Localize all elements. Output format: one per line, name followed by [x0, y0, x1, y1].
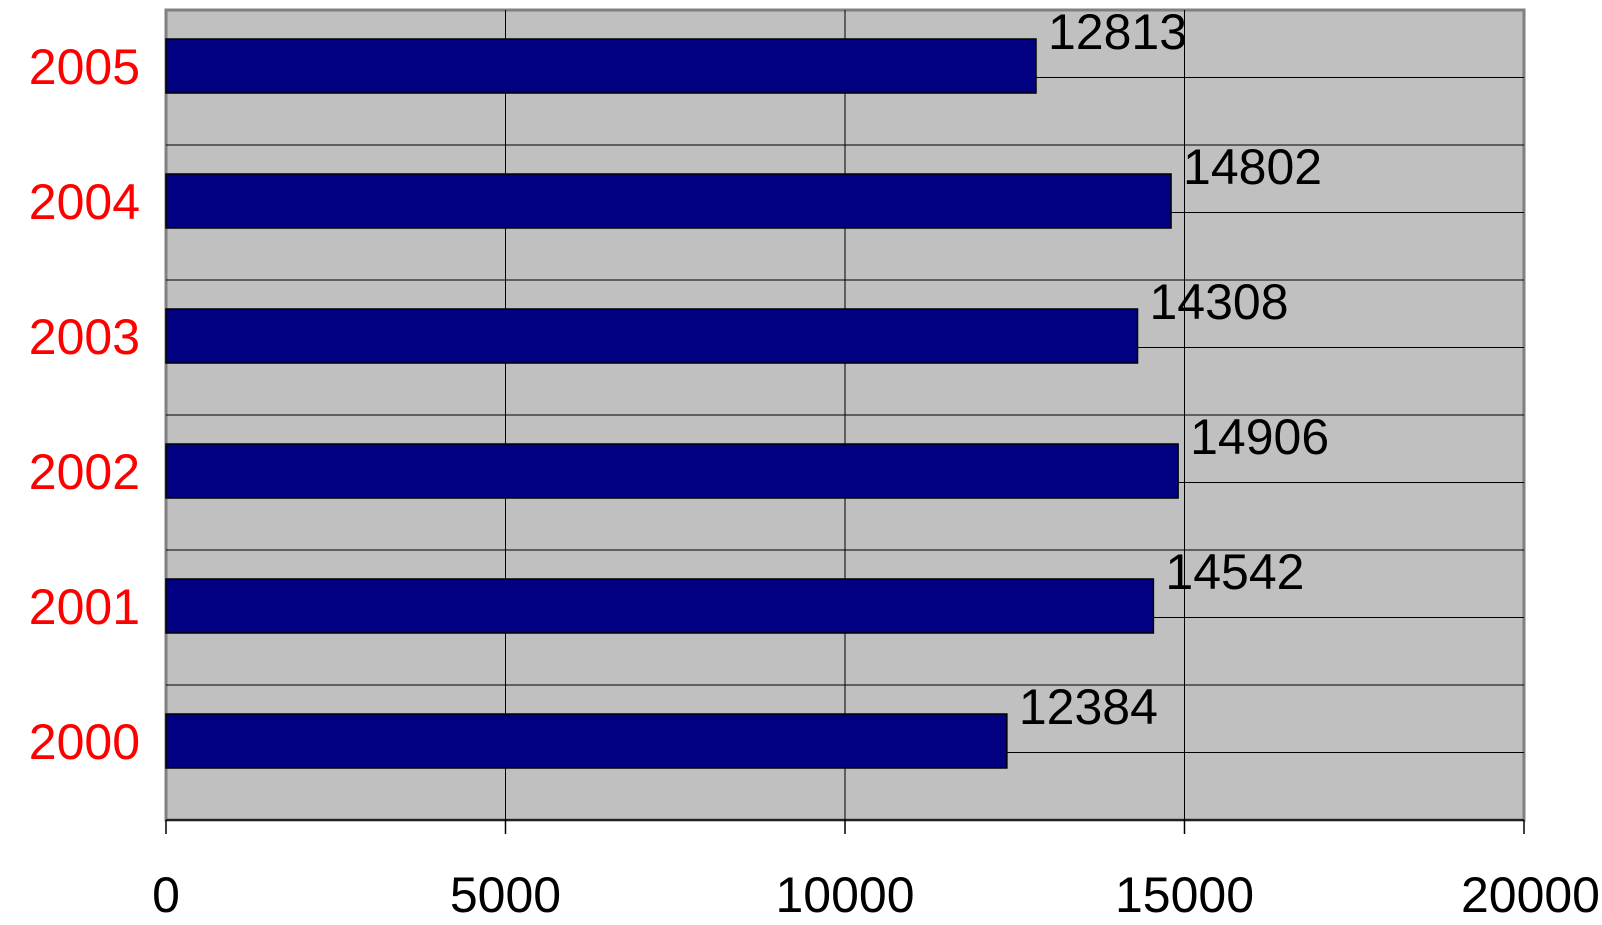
bar-2004	[165, 173, 1172, 229]
category-label-2005: 2005	[29, 39, 140, 95]
bars	[165, 38, 1179, 769]
x-tick-label: 15000	[1115, 867, 1254, 923]
data-label-2004: 14802	[1183, 139, 1322, 195]
category-label-2004: 2004	[29, 174, 140, 230]
bar-2002	[165, 443, 1179, 499]
data-label-2002: 14906	[1190, 409, 1329, 465]
category-label-2000: 2000	[29, 714, 140, 770]
x-tick-label: 10000	[775, 867, 914, 923]
category-label-2001: 2001	[29, 579, 140, 635]
category-label-2003: 2003	[29, 309, 140, 365]
bar-2005	[165, 38, 1037, 94]
data-label-2003: 14308	[1150, 274, 1289, 330]
labels: 2005 12813 2004 14802 2003 14308 2002 14906 2001…	[29, 4, 1600, 923]
data-label-2005: 12813	[1048, 4, 1187, 60]
data-label-2001: 14542	[1165, 544, 1304, 600]
data-label-2000: 12384	[1019, 679, 1158, 735]
category-label-2002: 2002	[29, 444, 140, 500]
x-axis	[165, 819, 1525, 834]
bar-2000	[165, 713, 1008, 769]
x-tick-label: 0	[152, 867, 180, 923]
x-tick-label: 20000	[1461, 867, 1600, 923]
bar-2001	[165, 578, 1155, 634]
x-tick-label: 5000	[450, 867, 561, 923]
bar-2003	[165, 308, 1139, 364]
